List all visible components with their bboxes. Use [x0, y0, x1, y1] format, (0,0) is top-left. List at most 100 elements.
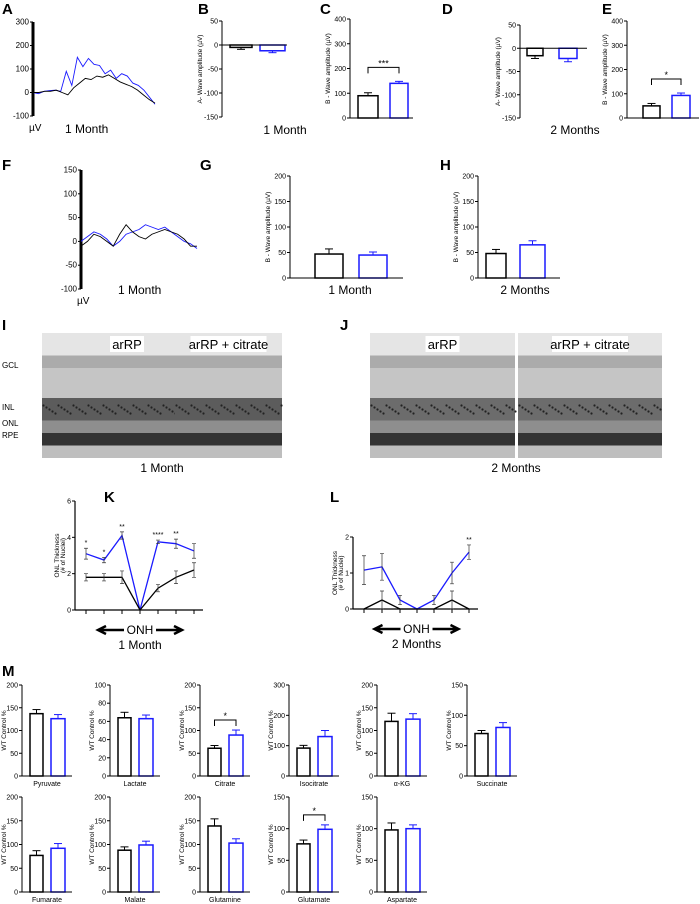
control-bar	[296, 747, 311, 777]
panel-label-K: K	[104, 489, 115, 506]
y-tick-label: 150	[184, 705, 196, 712]
x-axis-label: ONH	[127, 623, 154, 637]
y-tick-label: 0	[192, 774, 196, 781]
panel-label-E: E	[602, 1, 612, 18]
category-label: Lactate	[124, 781, 147, 788]
y-tick-label: 50	[508, 23, 516, 30]
treated-bar	[50, 847, 66, 893]
y-axis-label: B - Wave amplitude (µV)	[602, 34, 609, 105]
y-tick-label: 50	[210, 19, 218, 26]
treated-bar	[389, 82, 409, 119]
y-tick-label: 200	[462, 174, 474, 181]
trace-line-0	[32, 56, 156, 105]
significance-stars: **	[119, 524, 125, 531]
y-tick-label: 150	[361, 705, 373, 712]
y-tick-label: 0	[14, 774, 18, 781]
y-tick-label: 100	[361, 826, 373, 833]
panel-label-J: J	[340, 317, 348, 334]
y-tick-label: 0	[281, 774, 285, 781]
y-axis-label: ONL Thickness	[332, 550, 339, 595]
y-axis-label: WT Control %	[89, 824, 96, 865]
error-bar	[84, 573, 88, 582]
y-tick-label: 200	[184, 795, 196, 802]
y-tick-label: 100	[273, 826, 285, 833]
control-bar	[207, 747, 222, 777]
significance-bracket	[367, 66, 400, 74]
y-tick-label: 100	[6, 842, 18, 849]
treated-bar	[358, 254, 388, 279]
y-axis-label: WT Control %	[1, 710, 8, 751]
y-tick-label: 2	[345, 535, 349, 542]
y-tick-label: 150	[184, 818, 196, 825]
treated-bar	[405, 718, 421, 777]
y-axis-label: ONL Thickness	[54, 533, 61, 578]
y-tick-label: 150	[462, 199, 474, 206]
y-tick-label: 300	[16, 18, 30, 27]
y-tick-label: -100	[204, 91, 218, 98]
panel-label-D: D	[442, 1, 453, 18]
y-tick-label: 0	[512, 46, 516, 53]
unit-label: µV	[77, 296, 90, 307]
significance-stars: *	[664, 70, 668, 80]
category-label: Glutamine	[209, 897, 241, 904]
layer-label-3: RPE	[2, 431, 18, 440]
arrow-right-icon	[156, 624, 185, 636]
category-label: Succinate	[477, 781, 508, 788]
treated-bar	[519, 244, 546, 279]
y-tick-label: 100	[273, 743, 285, 750]
image-label: arRP + citrate	[550, 337, 630, 352]
y-tick-label: 50	[365, 751, 373, 758]
error-bar	[467, 544, 471, 560]
y-tick-label: 50	[188, 751, 196, 758]
y-tick-label: 50	[365, 858, 373, 865]
y-tick-label: 40	[98, 737, 106, 744]
y-tick-label: 150	[6, 818, 18, 825]
y-axis-label: A- Wave amplitude (µV)	[495, 37, 502, 106]
panel-label-H: H	[440, 157, 451, 174]
y-tick-label: 0	[281, 890, 285, 897]
y-tick-label: -50	[208, 67, 218, 74]
y-tick-label: -100	[502, 92, 516, 99]
y-tick-label: 150	[6, 705, 18, 712]
error-bar	[156, 584, 160, 593]
y-axis-label: B - Wave amplitude (µV)	[453, 192, 460, 263]
y-axis-label: WT Control %	[1, 824, 8, 865]
y-axis-label: (# of Nuclei)	[338, 555, 345, 590]
significance-stars: **	[173, 531, 179, 538]
category-label: α-KG	[394, 781, 411, 788]
y-tick-label: 4	[67, 535, 71, 542]
y-axis-label: B - Wave amplitude (µV)	[265, 192, 272, 263]
y-tick-label: 100	[94, 842, 106, 849]
significance-stars: ***	[378, 58, 389, 68]
y-axis-label: B - Wave amplitude (µV)	[325, 33, 332, 104]
y-tick-label: 0	[369, 890, 373, 897]
caption-2-months: 2 Months	[491, 461, 540, 475]
y-tick-label: 0	[470, 276, 474, 283]
y-tick-label: 150	[274, 199, 286, 206]
error-bar	[362, 555, 366, 585]
y-axis-label: WT Control %	[356, 824, 363, 865]
y-tick-label: 200	[274, 174, 286, 181]
panel-label-M: M	[2, 663, 15, 680]
y-tick-label: 100	[6, 728, 18, 735]
category-label: Pyruvate	[33, 781, 61, 788]
category-label: Glutamate	[298, 897, 330, 904]
control-bar	[526, 47, 544, 57]
error-bar	[432, 594, 436, 606]
y-tick-label: 50	[10, 866, 18, 873]
y-axis-label: WT Control %	[89, 710, 96, 751]
y-axis-label: WT Control %	[268, 824, 275, 865]
panel-label-B: B	[198, 1, 209, 18]
image-label-bg	[552, 336, 628, 352]
significance-stars: ****	[153, 532, 164, 539]
error-bar	[102, 556, 106, 564]
y-tick-label: 300	[334, 41, 346, 48]
y-tick-label: 50	[188, 866, 196, 873]
caption-2-months: 2 Months	[500, 283, 549, 297]
control-bar	[29, 854, 44, 893]
y-tick-label: 100	[274, 225, 286, 232]
y-tick-label: 100	[334, 91, 346, 98]
control-bar	[117, 717, 132, 777]
y-tick-label: 60	[98, 719, 106, 726]
